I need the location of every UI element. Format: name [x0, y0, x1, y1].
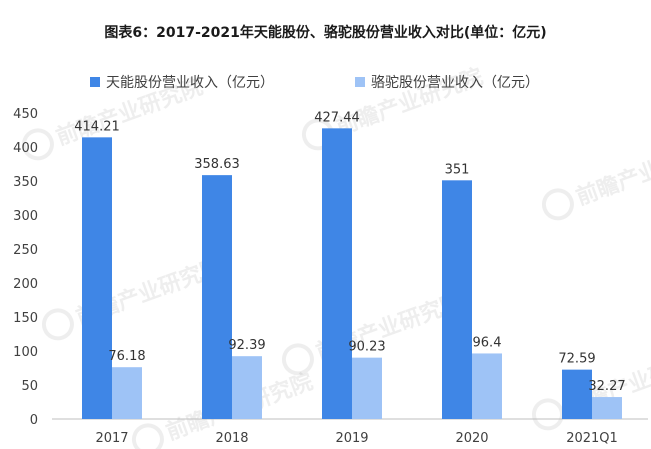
y-tick-label: 0	[30, 413, 38, 428]
bar-series1-2019	[322, 128, 352, 419]
bar-series1-2018	[202, 175, 232, 419]
y-tick-label: 300	[13, 209, 38, 224]
data-label-series1-2018: 358.63	[194, 157, 240, 172]
data-label-series2-2019: 90.23	[348, 340, 385, 355]
bar-series2-2017	[112, 367, 142, 419]
legend-label-2: 骆驼股份营业收入（亿元）	[371, 74, 539, 91]
bar-series1-2020	[442, 180, 472, 419]
y-tick-label: 150	[13, 311, 38, 326]
bar-series2-2018	[232, 356, 262, 419]
data-label-series1-2021Q1: 72.59	[558, 352, 595, 367]
watermark-logo-icon	[541, 188, 574, 221]
watermark: 前瞻产业研究院	[541, 134, 651, 221]
legend-swatch-2	[355, 77, 365, 87]
watermark-logo-icon	[281, 343, 314, 376]
watermark-logo-icon	[131, 423, 164, 449]
y-tick-label: 350	[13, 175, 38, 190]
data-label-series2-2018: 92.39	[228, 338, 265, 353]
data-label-series2-2020: 96.4	[473, 335, 502, 350]
bar-series1-2017	[82, 137, 112, 419]
legend-swatch-1	[90, 77, 100, 87]
watermark-logo-icon	[41, 308, 74, 341]
watermark-logo-icon	[531, 398, 564, 431]
bar-series2-2019	[352, 357, 382, 419]
data-label-series2-2017: 76.18	[108, 349, 145, 364]
x-tick-label: 2020	[455, 431, 488, 446]
y-axis: 0 50 100 150 200 250 300 350 400 450	[13, 107, 38, 428]
y-tick-label: 100	[13, 345, 38, 360]
legend-label-1: 天能股份营业收入（亿元）	[106, 75, 274, 91]
legend: 天能股份营业收入（亿元） 骆驼股份营业收入（亿元）	[90, 74, 539, 91]
x-tick-label: 2019	[335, 431, 368, 446]
bar-series2-2020	[472, 353, 502, 419]
data-label-series1-2019: 427.44	[314, 110, 360, 125]
bar-series2-2021Q1	[592, 397, 622, 419]
x-tick-label: 2018	[215, 431, 248, 446]
y-tick-label: 200	[13, 277, 38, 292]
watermark: 前瞻产业研究院	[41, 254, 226, 341]
y-tick-label: 400	[13, 141, 38, 156]
y-tick-label: 50	[21, 379, 38, 394]
y-tick-label: 450	[13, 107, 38, 122]
y-tick-label: 250	[13, 243, 38, 258]
bar-series1-2021Q1	[562, 369, 592, 419]
watermark-text: 前瞻产业研究院	[573, 134, 651, 211]
bars	[82, 128, 622, 419]
chart-title: 图表6：2017-2021年天能股份、骆驼股份营业收入对比(单位：亿元)	[104, 25, 547, 41]
data-labels: 414.21 358.63 427.44 351 72.59 76.18 92.39 90.2…	[74, 110, 625, 394]
x-tick-label: 2021Q1	[566, 431, 618, 446]
x-tick-label: 2017	[95, 431, 128, 446]
data-label-series1-2020: 351	[445, 162, 470, 177]
watermark-logo-icon	[21, 128, 54, 161]
data-label-series2-2021Q1: 32.27	[588, 379, 625, 394]
data-label-series1-2017: 414.21	[74, 119, 120, 134]
